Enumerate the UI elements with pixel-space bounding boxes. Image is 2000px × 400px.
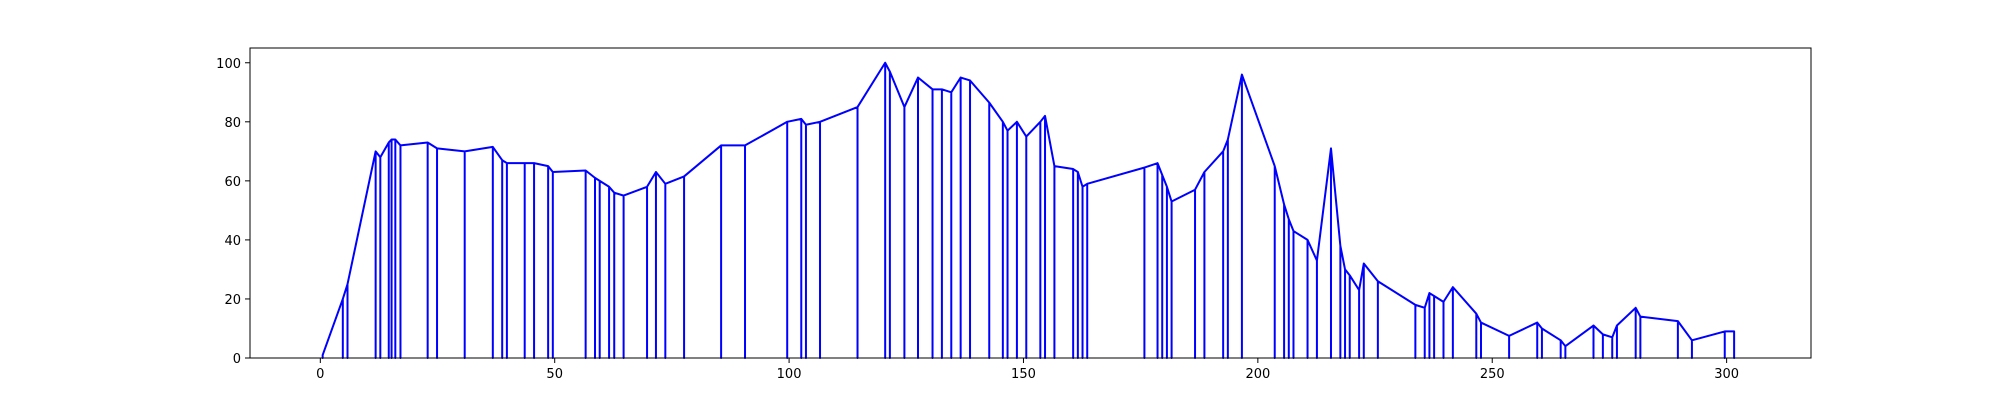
x-tick-label: 50	[546, 367, 563, 382]
x-tick-label: 300	[1714, 367, 1739, 382]
plot-frame	[249, 47, 1812, 359]
y-axis-ticks: 0 20 40 60 80 100	[216, 57, 250, 367]
x-axis-ticks: 0 50 100 150 200 250 300	[316, 358, 1739, 382]
y-tick-label: 20	[224, 293, 241, 308]
x-tick-label: 200	[1245, 367, 1270, 382]
y-tick-label: 40	[224, 234, 241, 249]
x-tick-label: 100	[777, 367, 802, 382]
y-tick-label: 100	[216, 57, 241, 72]
y-tick-label: 80	[224, 116, 241, 131]
x-tick-label: 0	[316, 367, 324, 382]
y-tick-label: 0	[233, 352, 241, 367]
x-tick-label: 250	[1480, 367, 1505, 382]
y-tick-label: 60	[224, 175, 241, 190]
x-tick-label: 150	[1011, 367, 1036, 382]
